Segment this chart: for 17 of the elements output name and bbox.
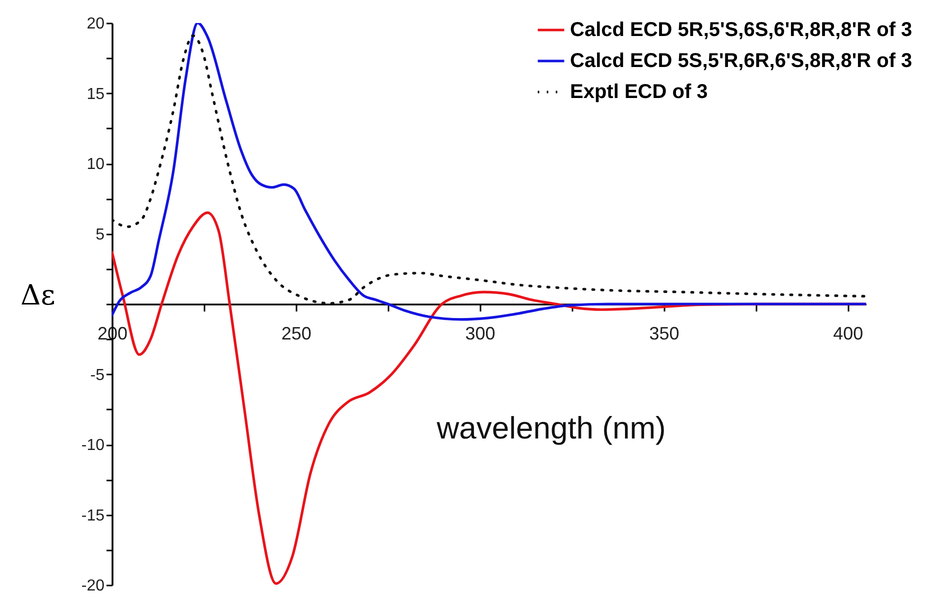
y-tick-label: 5: [96, 226, 105, 244]
x-tick-label: 400: [833, 324, 864, 344]
x-tick-label: 350: [649, 324, 680, 344]
y-tick-label: 15: [86, 86, 105, 103]
y-tick-label: 10: [86, 156, 105, 173]
y-tick-label: 20: [86, 16, 105, 32]
legend-label: Calcd ECD 5R,5'S,6S,6'R,8R,8'R of 3: [570, 19, 912, 41]
legend-label: Calcd ECD 5S,5'R,6R,6'S,8R,8'R of 3: [570, 50, 912, 72]
y-tick-label: -15: [81, 507, 105, 524]
y-tick-label: -20: [81, 578, 105, 594]
x-tick-label: 300: [465, 324, 496, 344]
legend-label: Exptl ECD of 3: [570, 81, 708, 103]
x-tick-label: 250: [281, 324, 312, 344]
y-tick-label: -10: [81, 437, 105, 454]
x-axis-title: wavelength (nm): [436, 410, 666, 446]
y-tick-label: -5: [90, 366, 105, 384]
y-axis-title: Δε: [20, 278, 56, 312]
